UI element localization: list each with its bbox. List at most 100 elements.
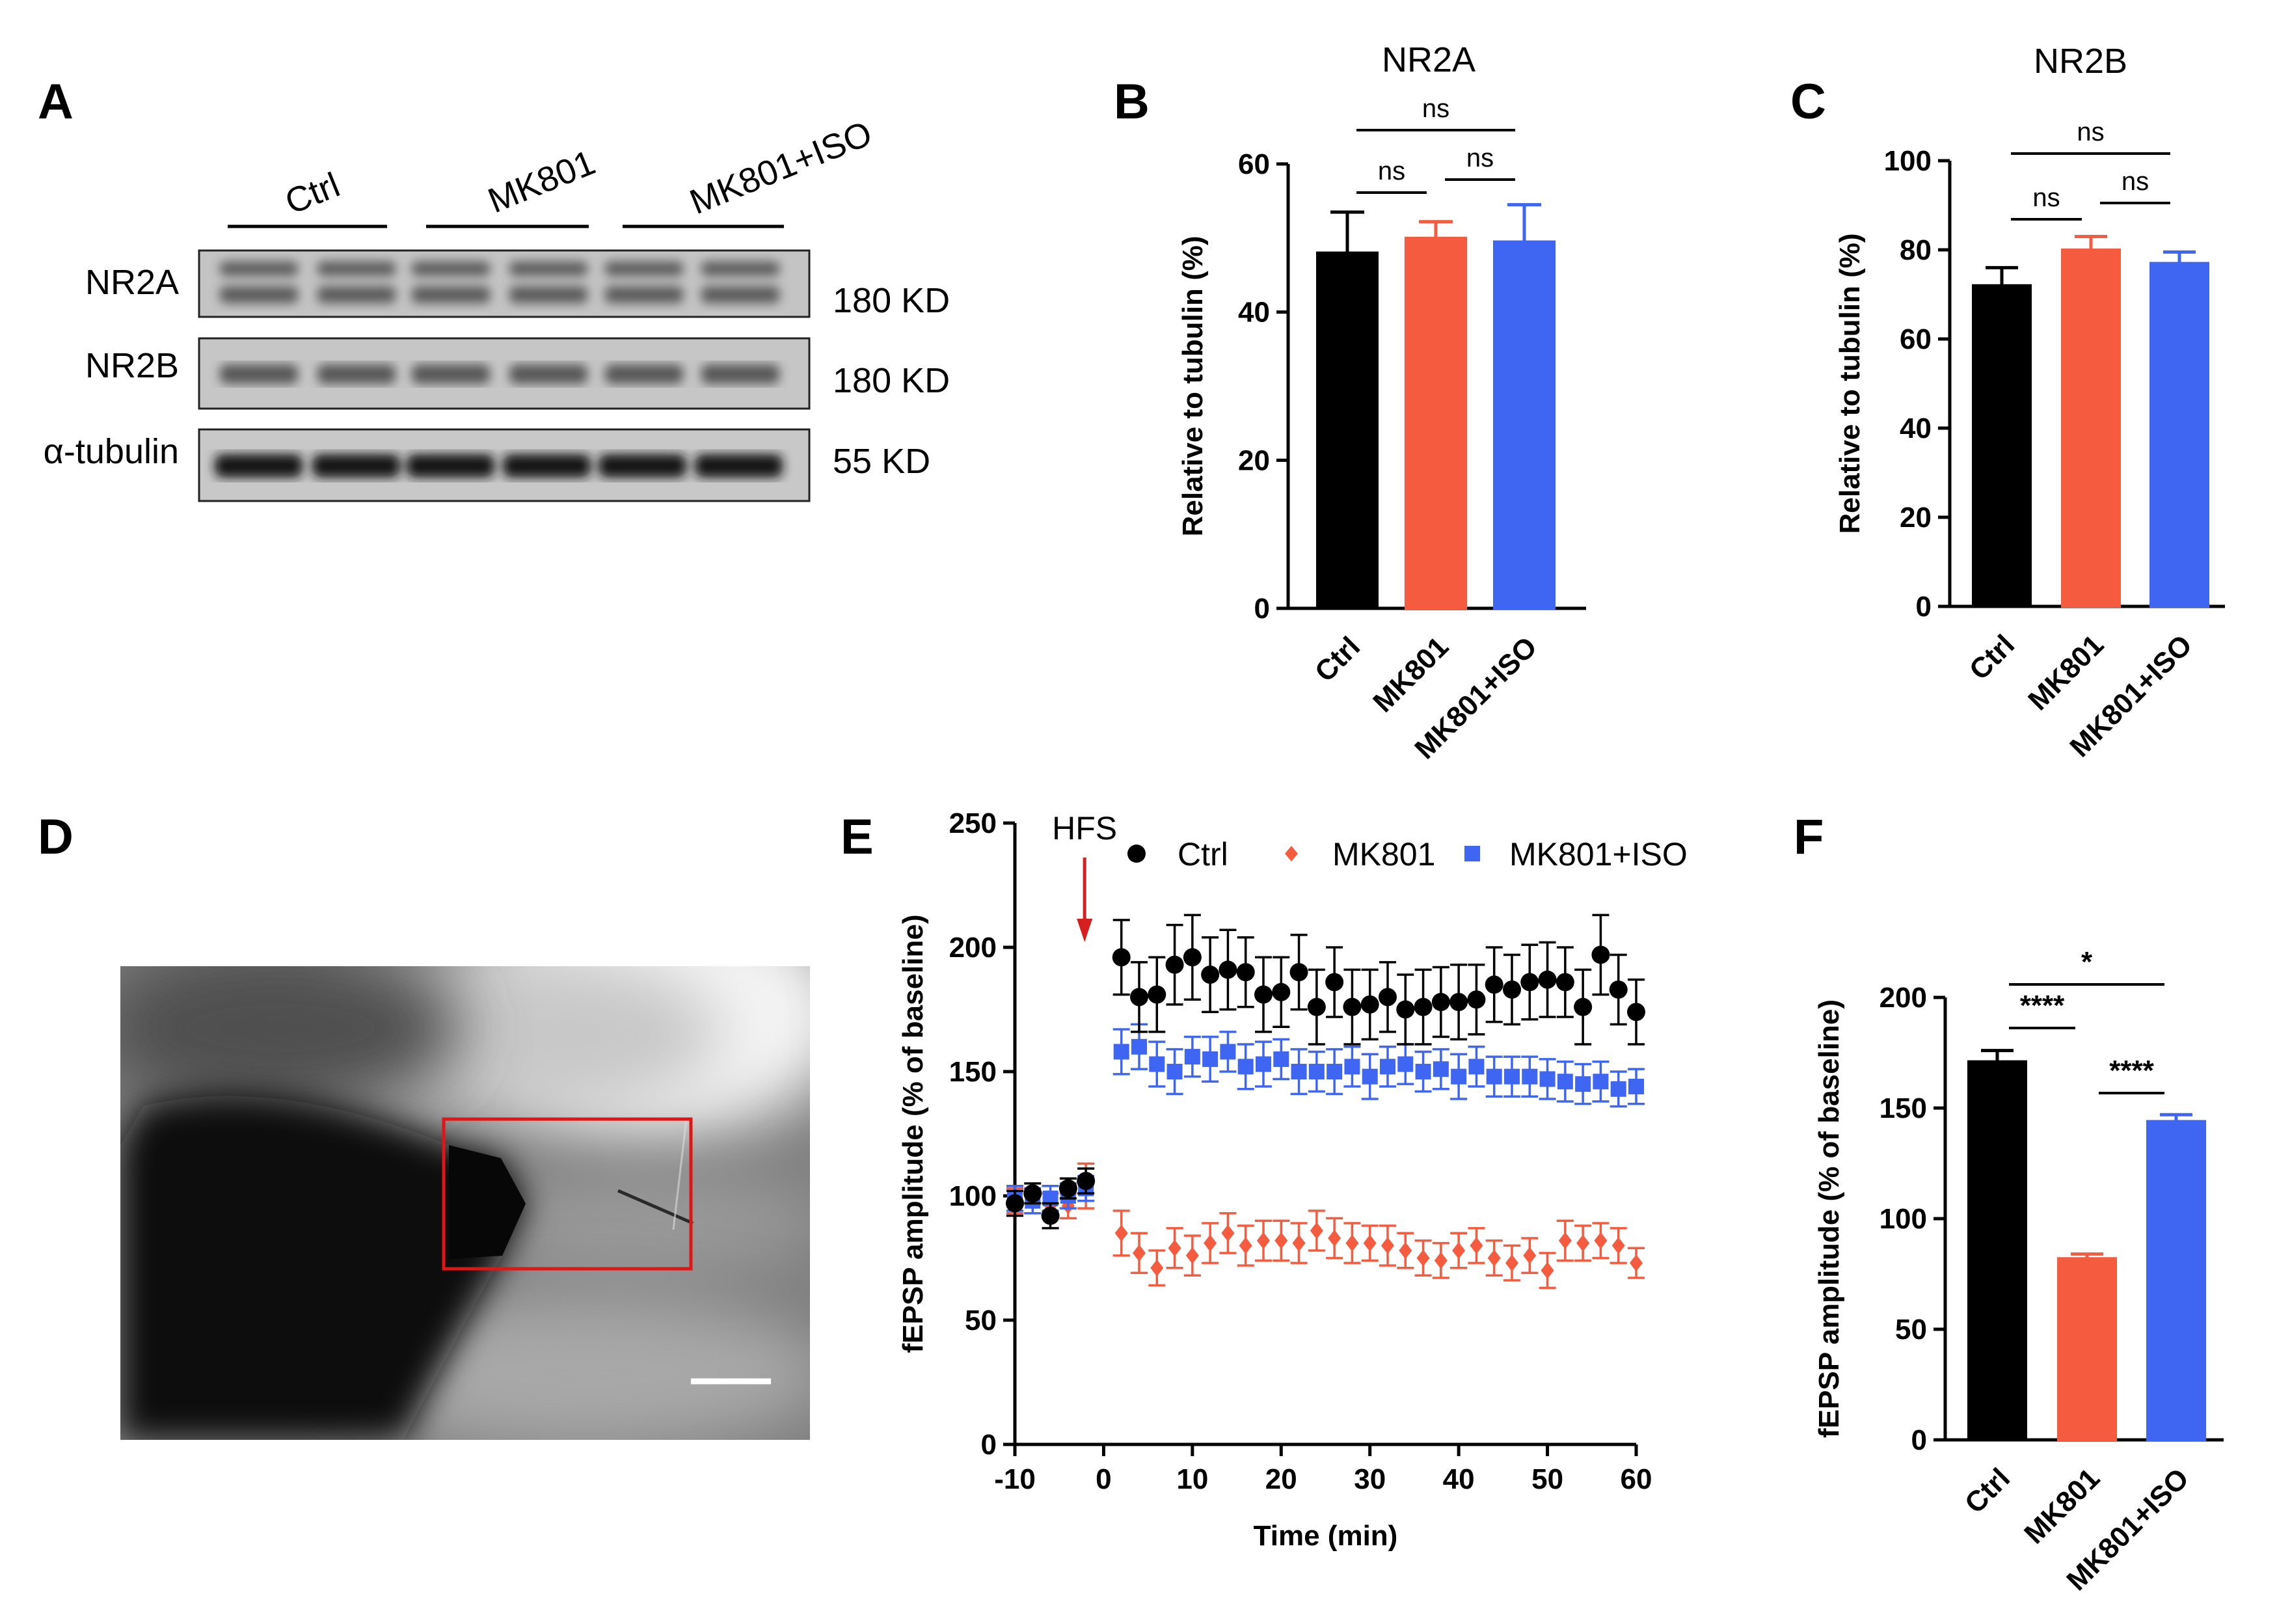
blot-group-labels: Ctrl MK801 MK801+ISO [228, 114, 878, 228]
x-tick-label: 0 [1096, 1463, 1111, 1495]
data-point [1168, 1239, 1181, 1257]
y-tick-label: 150 [949, 1056, 997, 1088]
data-point [1308, 1064, 1325, 1079]
y-tick-label: 200 [949, 932, 997, 964]
data-point [1058, 1179, 1077, 1198]
data-point [1220, 1044, 1236, 1060]
group-label-ctrl: Ctrl [280, 165, 345, 222]
data-point [1381, 1237, 1394, 1254]
data-point [1486, 1068, 1502, 1085]
data-point [1538, 970, 1557, 989]
data-point [1165, 955, 1184, 974]
data-point [1149, 1056, 1165, 1072]
legend-label-mk801: MK801 [1332, 836, 1435, 873]
y-axis-label: Relative to tubulin (%) [1834, 234, 1866, 534]
data-point [1023, 1184, 1042, 1203]
data-point [1433, 1061, 1449, 1077]
panel-b: B 0 20 40 60 Relative to tubulin (%) NR2A Ctrl… [1114, 40, 1586, 765]
band-label-tubulin: α-tubulin [44, 432, 179, 471]
legend-marker-mk801 [1285, 846, 1298, 861]
bar-mk801 [2061, 249, 2121, 608]
y-axis-label: Relative to tubulin (%) [1177, 236, 1209, 537]
data-point [1112, 948, 1131, 967]
x-tick-label: 30 [1354, 1463, 1386, 1495]
data-point [1133, 1244, 1146, 1262]
data-point [1256, 1056, 1271, 1072]
data-point [1363, 1234, 1377, 1252]
y-tick-label: 20 [1238, 444, 1270, 476]
x-tick-label: MK801 [1367, 630, 1455, 718]
data-point [1520, 973, 1539, 992]
data-point [1307, 997, 1326, 1016]
y-tick-label: 40 [1900, 413, 1932, 444]
data-point [1467, 990, 1486, 1009]
data-point [1452, 1242, 1466, 1260]
data-point [1077, 1172, 1096, 1191]
band-size-nr2b: 180 KD [833, 361, 950, 400]
x-axis-label: Time (min) [1254, 1520, 1398, 1552]
panel-letter-b: B [1114, 74, 1150, 129]
data-point [1397, 1056, 1414, 1072]
bar-ctrl [1316, 251, 1379, 610]
data-point [1257, 1232, 1270, 1249]
y-tick-label: 50 [965, 1305, 997, 1336]
data-point [1627, 1003, 1645, 1022]
y-axis-label: fEPSP amplitude (% of baseline) [897, 915, 929, 1353]
data-point [1503, 980, 1521, 999]
y-tick-label: 250 [949, 807, 997, 839]
data-point [1379, 988, 1397, 1007]
data-point [1575, 1076, 1591, 1092]
data-point [1414, 997, 1433, 1016]
data-point [1150, 1259, 1164, 1277]
data-point [1325, 973, 1344, 992]
band-size-tubulin: 55 KD [833, 442, 930, 481]
y-tick-label: 200 [1880, 982, 1927, 1014]
legend-label-ctrl: Ctrl [1178, 836, 1228, 873]
data-point [1221, 1225, 1235, 1242]
data-point [1292, 1234, 1306, 1252]
panel-f: F 0 50 100 150 200 fEPSP amplitude (% of base… [1794, 809, 2224, 1597]
series-mk801 [1006, 1162, 1645, 1290]
data-point [1254, 985, 1273, 1004]
data-point [1202, 1051, 1219, 1067]
group-label-mk801-iso: MK801+ISO [684, 114, 878, 222]
data-point [1591, 945, 1610, 964]
data-point [1431, 993, 1450, 1012]
panel-letter-a: A [38, 74, 74, 129]
x-tick-label: MK801 [2022, 629, 2110, 716]
series-mk801-iso [1006, 1023, 1645, 1215]
data-point [1574, 997, 1593, 1016]
y-tick-label: 50 [1895, 1314, 1927, 1346]
x-tick-label: -10 [994, 1463, 1036, 1495]
data-point [1343, 997, 1362, 1016]
significance-label: ns [2032, 183, 2060, 212]
data-point [1434, 1252, 1448, 1269]
legend-marker-mk801-iso [1464, 846, 1480, 861]
data-point [1556, 973, 1574, 992]
panel-letter-c: C [1790, 74, 1826, 129]
data-point [1396, 1000, 1415, 1019]
y-tick-label: 100 [1880, 1203, 1927, 1235]
data-point [1114, 1225, 1128, 1242]
data-point [1310, 1222, 1323, 1239]
data-point [1558, 1232, 1572, 1249]
data-point [1416, 1249, 1430, 1267]
legend-label-mk801-iso: MK801+ISO [1509, 836, 1688, 873]
data-point [1628, 1078, 1644, 1094]
data-point [1557, 1074, 1573, 1090]
data-point [1468, 1059, 1485, 1075]
x-tick-label: 60 [1621, 1463, 1652, 1495]
data-point [1470, 1237, 1483, 1254]
region-of-interest-box [442, 1117, 693, 1271]
data-point [1148, 985, 1166, 1004]
x-tick-label: MK801 [2018, 1462, 2106, 1550]
y-tick-label: 40 [1238, 297, 1270, 329]
data-point [1291, 1064, 1307, 1079]
significance-label: * [2081, 946, 2093, 978]
panel-d: D [38, 809, 810, 1440]
x-tick-label: Ctrl [1959, 1462, 2016, 1519]
data-point [1362, 1068, 1378, 1085]
x-tick-label: Ctrl [1309, 630, 1366, 688]
data-point [1505, 1254, 1518, 1272]
